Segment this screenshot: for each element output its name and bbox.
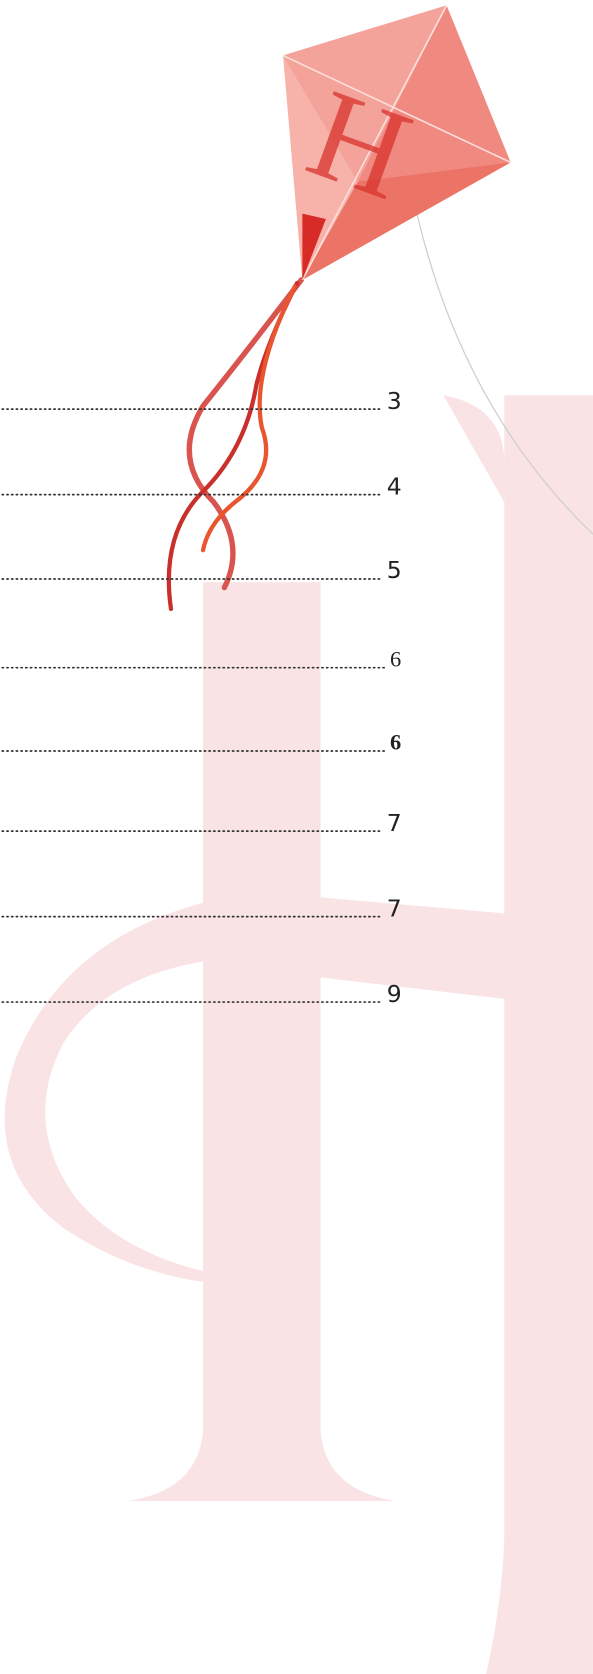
page-number: 6	[390, 646, 401, 671]
page-number: 7	[387, 895, 402, 923]
page-number: 6	[390, 730, 401, 755]
page-number: 7	[387, 809, 402, 837]
kite: H	[282, 4, 512, 281]
kite-tails	[166, 277, 304, 612]
page-number: 4	[387, 473, 402, 501]
background-monogram	[4, 395, 593, 1674]
page-number: 5	[387, 556, 402, 584]
page-number: 3	[387, 387, 402, 415]
page-number: 9	[387, 980, 402, 1008]
toc: 3 4 5 6 6 7 7 9	[1, 387, 402, 1008]
kite-string	[413, 202, 593, 535]
